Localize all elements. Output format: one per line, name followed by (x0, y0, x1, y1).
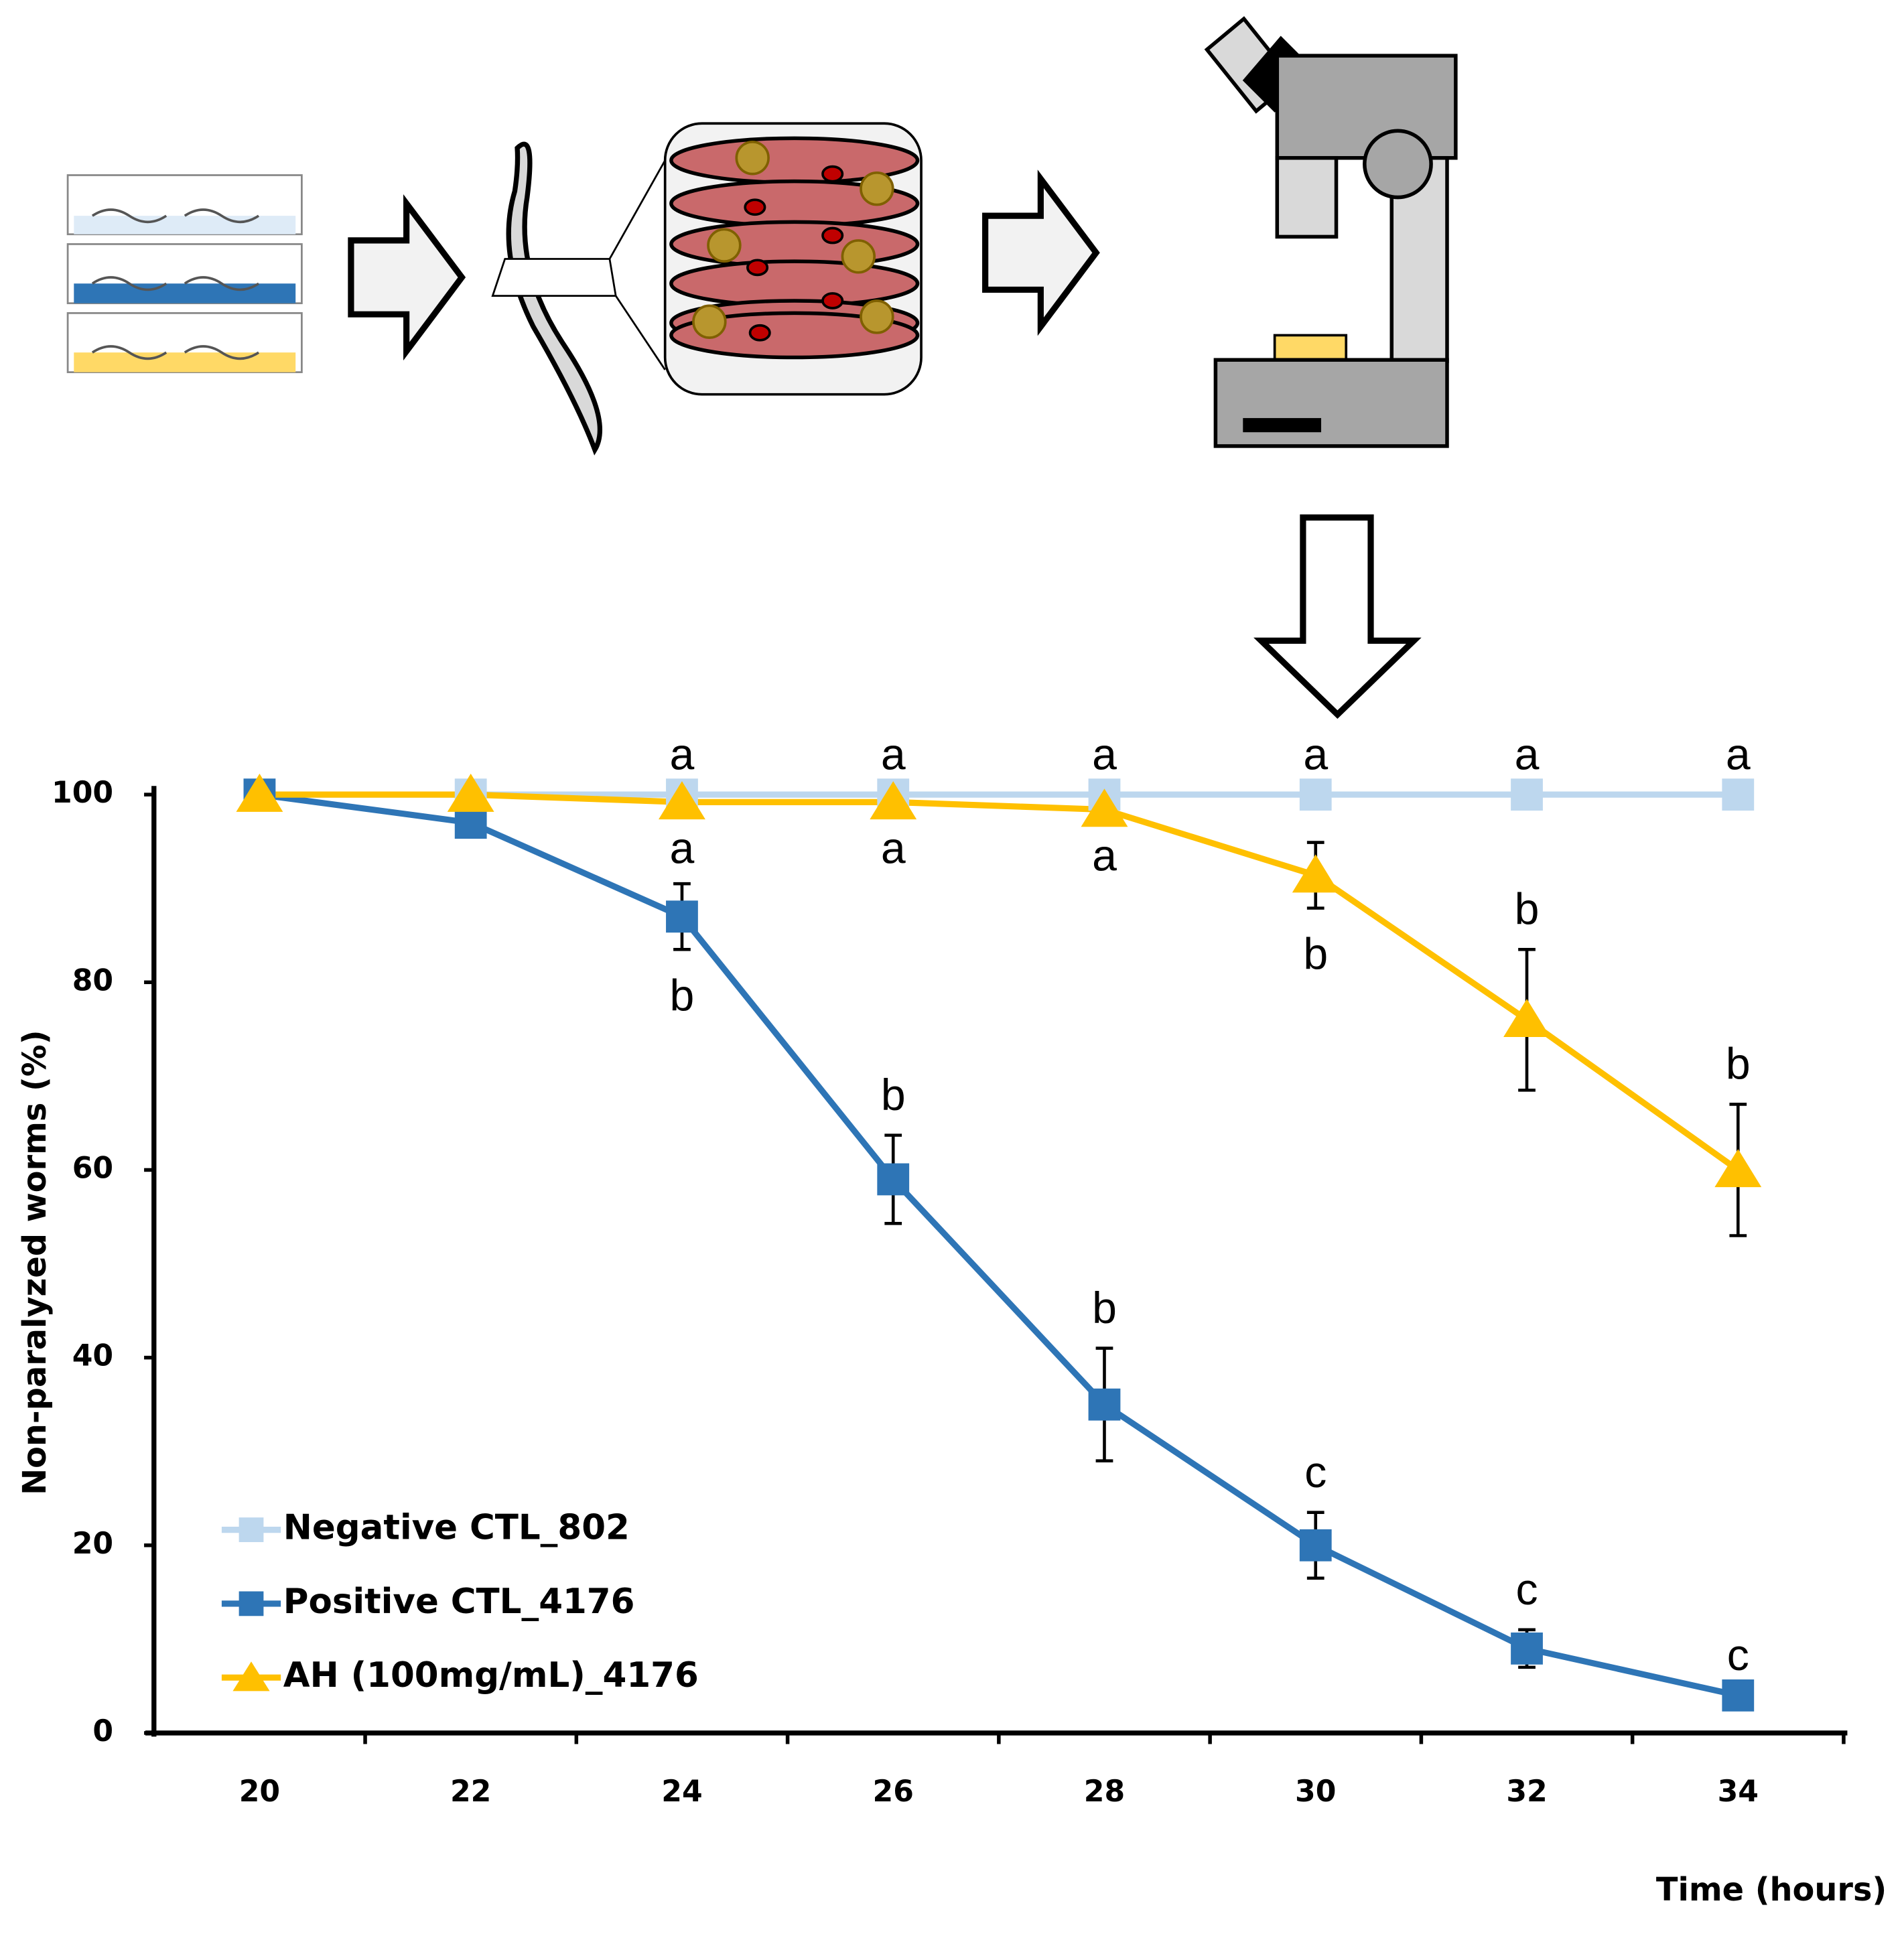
marker (1503, 999, 1550, 1038)
significance-label: a (670, 823, 695, 873)
legend-marker (239, 1517, 264, 1542)
significance-label: b (1726, 1040, 1751, 1089)
significance-label: b (670, 971, 695, 1020)
significance-label: c (1727, 1631, 1749, 1680)
significance-label: a (1726, 730, 1751, 779)
x-axis-title: Time (hours) (1656, 1872, 1887, 1909)
line-2 (259, 791, 1740, 1173)
y-tick-label: 40 (72, 1339, 113, 1373)
line-1 (259, 791, 1739, 1699)
significance-label: a (1515, 730, 1540, 779)
workflow-diagram (66, 16, 1458, 719)
significance-label: c (1304, 1448, 1327, 1497)
legend-label: Positive CTL_4176 (283, 1582, 635, 1622)
significance-label: b (1515, 885, 1540, 935)
legend-marker (239, 1591, 264, 1616)
significance-label: a (670, 730, 695, 779)
marker (877, 1163, 910, 1196)
x-tick-label: 26 (873, 1775, 914, 1809)
marker (1088, 1388, 1121, 1421)
significance-label: c (1515, 1565, 1538, 1614)
legend-label: AH (100mg/mL)_4176 (283, 1655, 699, 1696)
significance-label: b (881, 1070, 906, 1120)
x-tick-label: 22 (450, 1775, 491, 1809)
significance-label: a (881, 823, 906, 873)
x-tick-label: 24 (661, 1775, 702, 1809)
y-tick-label: 100 (52, 776, 113, 810)
marker (1081, 788, 1128, 827)
marker (1299, 1529, 1332, 1562)
marker (454, 807, 487, 839)
y-tick-label: 60 (72, 1151, 113, 1185)
y-tick-label: 0 (92, 1714, 113, 1748)
x-tick-label: 30 (1295, 1775, 1336, 1809)
marker (1714, 1149, 1762, 1188)
y-tick-label: 20 (72, 1527, 113, 1561)
significance-label: a (1092, 730, 1117, 779)
legend-label: Negative CTL_802 (283, 1508, 630, 1548)
x-tick-label: 32 (1506, 1775, 1547, 1809)
significance-label: a (1092, 831, 1117, 881)
marker (666, 900, 698, 933)
marker (236, 773, 283, 812)
marker (1722, 1679, 1755, 1712)
marker (1511, 778, 1543, 811)
y-tick-label: 80 (72, 963, 113, 997)
marker (870, 781, 917, 820)
significance-label: b (1303, 930, 1328, 979)
x-tick-label: 34 (1718, 1775, 1759, 1809)
legend-marker (232, 1661, 270, 1691)
marker (659, 781, 705, 820)
marker (1292, 854, 1339, 893)
y-axis-title: Non-paralyzed worms (%) (17, 1030, 54, 1495)
marker (447, 773, 494, 812)
marker (1511, 1632, 1543, 1665)
marker (1299, 778, 1332, 811)
significance-label: b (1092, 1284, 1117, 1333)
x-tick-label: 28 (1084, 1775, 1125, 1809)
marker (1722, 778, 1755, 811)
x-tick-label: 20 (239, 1775, 280, 1809)
significance-label: a (881, 730, 906, 779)
significance-label: a (1303, 730, 1328, 779)
